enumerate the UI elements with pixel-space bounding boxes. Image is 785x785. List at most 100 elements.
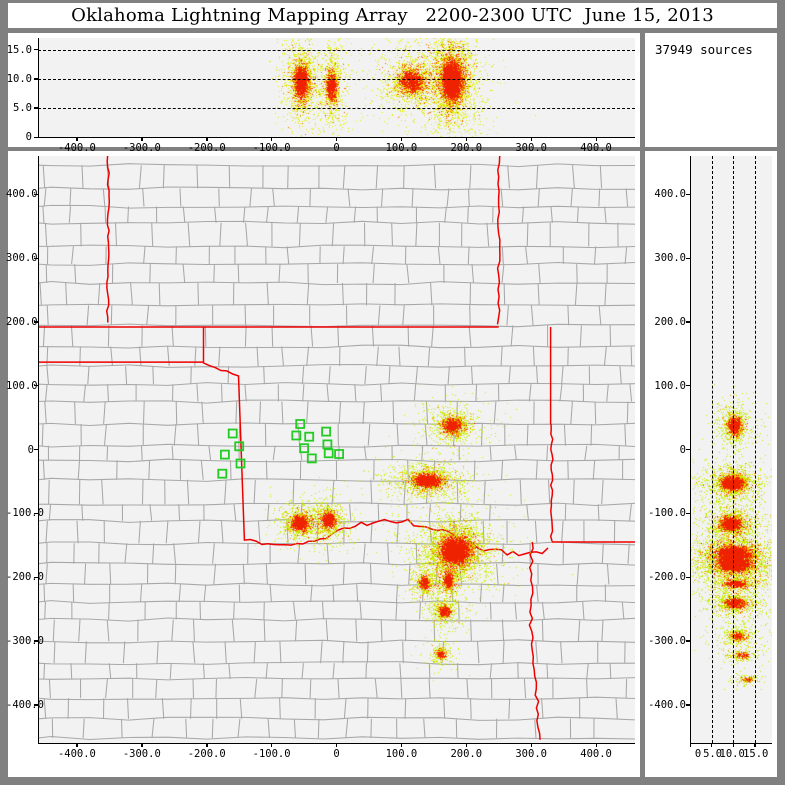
axis-tick-mark <box>595 743 597 747</box>
top-plot-area <box>38 38 635 137</box>
page-title: Oklahoma Lightning Mapping Array 2200-23… <box>71 5 714 26</box>
axis-tick-label: 300.0 <box>515 748 547 760</box>
axis-tick-mark <box>686 512 691 515</box>
axis-tick-label: -200.0 <box>648 571 686 584</box>
axis-tick-label: 100.0 <box>385 748 418 760</box>
axis-tick-mark <box>686 449 691 451</box>
axis-tick-mark <box>34 257 39 259</box>
axis-tick-label: 100.0 <box>654 379 686 392</box>
map-source-scatter <box>38 156 635 743</box>
axis-tick-mark <box>465 743 468 747</box>
axis-tick-mark <box>711 743 713 747</box>
axis-tick-label: 0 <box>679 443 686 456</box>
axis-tick-mark <box>34 49 39 51</box>
axis-tick-mark <box>686 385 691 387</box>
axis-tick-label: -300.0 <box>648 634 686 647</box>
axis-tick-label: 0 <box>25 131 32 143</box>
axis-tick-mark <box>465 137 468 141</box>
axis-tick-mark <box>34 640 39 642</box>
axis-tick-mark <box>271 137 273 141</box>
axis-tick-mark <box>34 193 39 196</box>
gridline-horizontal <box>38 49 635 51</box>
plan-view-map-panel: -400.0 -300.0 -200.0 -100.0 0 100.0 200.0 300.0… <box>6 151 640 777</box>
axis-tick-mark <box>732 743 734 747</box>
axis-line <box>690 743 772 745</box>
altitude-vs-north-south-panel: -400.0 -300.0 -200.0 -100.0 0 100.0 200.0 300.0… <box>645 151 777 777</box>
axis-tick-label: 10.0 <box>719 748 745 760</box>
axis-tick-label: 400.0 <box>654 188 686 201</box>
axis-tick-mark <box>206 137 208 141</box>
axis-tick-label: 300.0 <box>654 252 686 265</box>
gridline-vertical <box>733 156 735 743</box>
axis-tick-mark <box>686 640 691 642</box>
axis-tick-mark <box>530 137 532 141</box>
axis-tick-mark <box>76 137 78 141</box>
axis-tick-mark <box>530 743 532 747</box>
axis-tick-label: -100.0 <box>648 507 686 520</box>
axis-tick-label: -400.0 <box>6 698 44 711</box>
axis-tick-mark <box>686 704 691 706</box>
right-plot-area <box>690 156 772 743</box>
map-plot-area[interactable] <box>38 156 635 743</box>
axis-tick-mark <box>141 137 143 141</box>
axis-tick-label: 200.0 <box>654 315 686 328</box>
axis-tick-label: 400.0 <box>6 188 38 201</box>
source-count-label: 37949 sources <box>655 42 753 57</box>
altitude-vs-east-west-panel: 0 5.0 10.0 15.0 -400.0 -300.0 -200.0 -100.0 0 100… <box>6 33 640 154</box>
gridline-vertical <box>711 156 713 743</box>
axis-tick-label: 0 <box>27 443 34 456</box>
axis-tick-label: 300.0 <box>6 252 38 265</box>
axis-tick-mark <box>34 449 39 451</box>
axis-tick-mark <box>34 321 39 323</box>
axis-tick-mark <box>754 743 756 747</box>
axis-tick-mark <box>271 743 273 747</box>
axis-tick-mark <box>686 321 691 323</box>
axis-tick-label: 400.0 <box>580 748 612 760</box>
axis-tick-label: -100.0 <box>252 748 291 760</box>
axis-tick-label: 5.0 <box>703 748 723 760</box>
axis-tick-label: 0 <box>333 142 340 154</box>
gridline-vertical <box>754 156 756 743</box>
axis-tick-mark <box>34 576 39 578</box>
axis-tick-label: 200.0 <box>6 315 38 328</box>
axis-tick-mark <box>34 704 39 706</box>
axis-tick-mark <box>336 743 338 747</box>
top-source-scatter <box>38 38 635 137</box>
axis-tick-mark <box>400 137 403 141</box>
axis-tick-label: -100.0 <box>6 507 44 520</box>
axis-tick-mark <box>34 385 39 387</box>
right-source-scatter <box>690 156 772 743</box>
axis-tick-label: -200.0 <box>187 748 226 760</box>
axis-tick-mark <box>400 743 403 747</box>
axis-tick-label: 0 <box>694 748 702 760</box>
axis-tick-mark <box>141 743 143 747</box>
title-panel: Oklahoma Lightning Mapping Array 2200-23… <box>8 3 777 28</box>
axis-tick-label: -200.0 <box>6 571 44 584</box>
axis-tick-mark <box>34 107 39 109</box>
axis-tick-mark <box>686 257 691 259</box>
axis-tick-mark <box>595 137 597 141</box>
axis-tick-mark <box>206 743 208 747</box>
source-count-panel: 37949 sources <box>645 33 777 147</box>
axis-tick-label: 200.0 <box>450 748 483 760</box>
axis-tick-label: 100.0 <box>6 379 38 392</box>
axis-tick-mark <box>686 576 691 578</box>
axis-tick-label: -400.0 <box>648 698 686 711</box>
axis-tick-mark <box>689 743 691 747</box>
axis-tick-label: 0 <box>333 748 340 760</box>
axis-tick-label: 15.0 <box>6 43 32 56</box>
axis-tick-mark <box>34 136 39 138</box>
axis-tick-mark <box>686 193 691 196</box>
axis-tick-label: -300.0 <box>122 748 161 760</box>
axis-tick-mark <box>336 137 338 141</box>
axis-tick-label: -400.0 <box>57 748 96 760</box>
axis-tick-label: -300.0 <box>6 634 44 647</box>
axis-tick-label: 10.0 <box>6 72 32 85</box>
axis-tick-mark <box>34 78 39 80</box>
gridline-horizontal <box>38 78 635 80</box>
gridline-horizontal <box>38 107 635 109</box>
axis-tick-mark <box>34 512 39 515</box>
axis-tick-label: 5.0 <box>13 101 32 114</box>
axis-tick-label: 15.0 <box>743 748 769 760</box>
